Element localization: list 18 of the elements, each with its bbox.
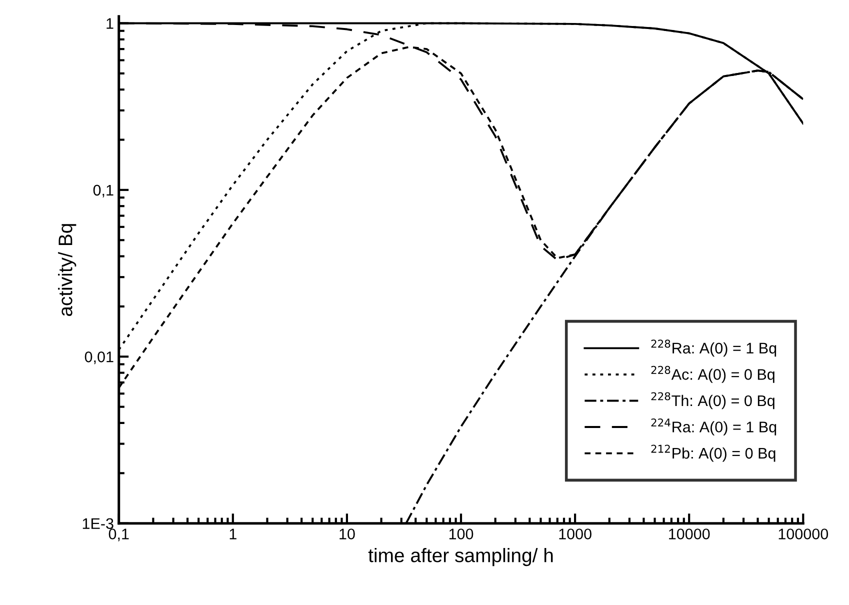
legend-label: $^{224}$Ra: A(0) = 1 Bq [651, 418, 776, 436]
x-tick-label: 0,1 [108, 528, 129, 542]
x-tick-label: 1000 [559, 528, 592, 540]
legend-label: $^{228}$Ac: A(0) = 0 Bq [651, 366, 774, 383]
y-tick-label: 1E-3 [82, 518, 114, 530]
x-tick-label: 100000 [778, 528, 828, 540]
x-tick-label: 10000 [669, 528, 710, 540]
legend-label: $^{228}$Ra: A(0) = 1 Bq [651, 340, 776, 357]
legend-label: $^{228}$Th: A(0) = 0 Bq [651, 392, 774, 410]
x-axis-title: time after sampling/ h [368, 548, 553, 566]
y-axis-title: activity/ Bq [58, 224, 76, 316]
y-tick-label: 1 [106, 18, 114, 29]
legend-label: $^{212}$Pb: A(0) = 0 Bq [651, 444, 776, 462]
x-tick-label: 10 [340, 528, 355, 540]
x-tick-label: 1 [230, 528, 236, 540]
y-tick-label: 0,01 [84, 351, 114, 364]
x-tick-label: 100 [449, 528, 474, 540]
y-tick-label: 0,1 [93, 184, 114, 198]
